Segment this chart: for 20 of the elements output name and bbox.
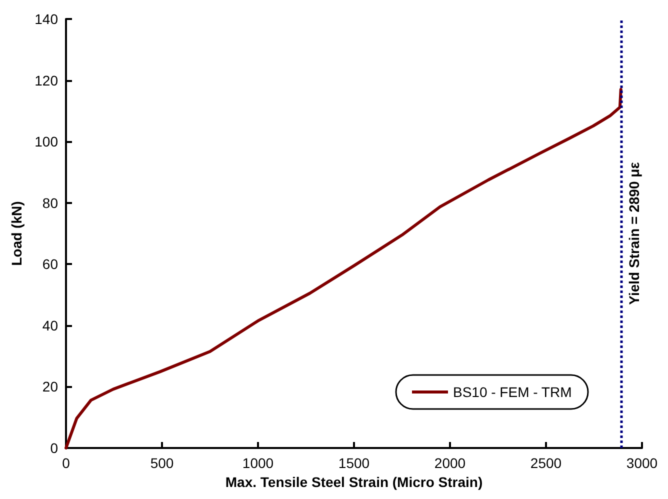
x-tick-label: 2500 [530,455,562,471]
y-tick-label: 20 [42,378,58,395]
y-tick-label: 0 [50,440,58,456]
y-tick-label: 60 [42,256,58,272]
x-tick-label: 0 [62,455,70,471]
y-axis-title: Load (kN) [8,201,25,266]
y-tick-label: 120 [34,72,58,88]
y-tick-label: 100 [34,134,58,150]
y-tick-label: 40 [42,317,58,334]
y-tick-label: 80 [42,194,58,211]
x-tick-label: 2000 [434,455,466,471]
line-series [64,88,622,450]
x-tick-label: 500 [150,455,174,471]
ref-line-label: Yield Strain = 2890 με [626,162,642,305]
y-tick-label: 140 [34,11,58,27]
x-tick-label: 1500 [338,455,370,471]
legend-label: BS10 - FEM - TRM [452,384,572,400]
x-tick-label: 3000 [626,455,658,471]
x-tick-label: 1000 [242,455,274,471]
x-axis-title: Max. Tensile Steel Strain (Micro Strain) [225,474,483,490]
